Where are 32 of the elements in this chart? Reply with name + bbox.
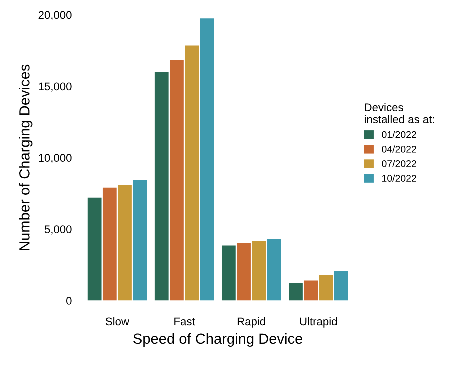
bar [289,282,303,301]
x-tick-label: Slow [106,317,130,326]
x-tick-label: Rapid [238,317,266,328]
bar [319,275,334,301]
y-tick-label: 15,000 [39,82,72,92]
bar [334,272,348,301]
bar [267,239,282,301]
bar [185,46,199,301]
x-axis-title: Speed of Charging Device [134,333,303,347]
bar [154,72,169,301]
bar [88,198,102,301]
bar [252,241,266,301]
y-tick-label: 20,000 [38,11,72,20]
bar [118,185,132,301]
legend-title: Devices installed as at: [364,103,434,124]
x-tick-label: Ultrapid [300,317,338,328]
legend-label: 10/2022 [382,174,416,182]
bar [200,18,214,301]
y-axis-title: Number of Charging Devices [19,64,33,250]
x-tick-label: Fast [174,318,196,326]
y-tick-label: 0 [66,297,72,305]
bar [237,243,251,301]
bar [170,60,184,301]
y-tick-label: 5,000 [44,226,72,235]
bar [304,280,318,301]
bar [133,180,148,301]
legend-label: 07/2022 [382,160,416,168]
legend-label: 01/2022 [382,131,416,138]
bar [222,246,236,301]
y-tick-label: 10,000 [39,154,72,164]
legend-label: 04/2022 [382,146,416,153]
bar [102,188,117,301]
